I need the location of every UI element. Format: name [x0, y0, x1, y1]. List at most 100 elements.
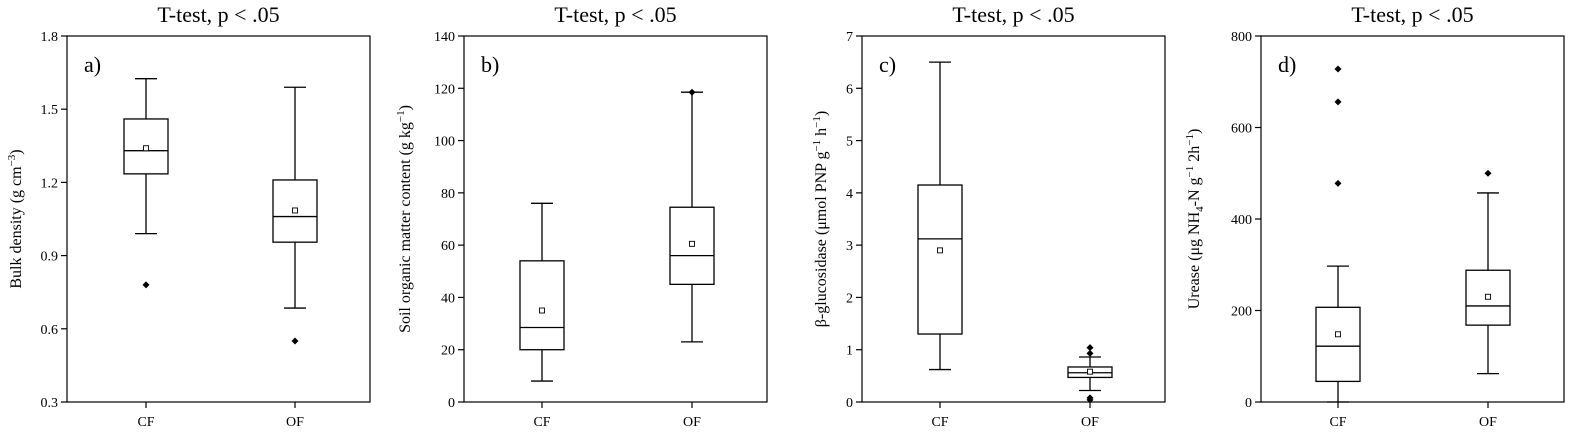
chart-title: T-test, p < .05: [157, 2, 279, 27]
mean-marker: [1087, 368, 1093, 375]
chart-panel-3: T-test, p < .05 c) 0 1 2 3 4 5 6 7 CF OF β-glucosida…: [811, 2, 1166, 430]
y-label-text: ): [397, 105, 414, 110]
y-tick-label: 100: [434, 135, 455, 150]
y-axis-label: Soil organic matter content (g kg−1): [395, 105, 414, 333]
x-tick-label-cf: CF: [1329, 415, 1346, 430]
y-label-subscript: 4: [1194, 206, 1206, 212]
chart-title: T-test, p < .05: [952, 2, 1074, 27]
y-label-superscript: −1: [1184, 134, 1196, 146]
y-tick-label: 0.3: [41, 396, 59, 411]
x-tick-label-of: OF: [1479, 415, 1497, 430]
y-tick-label: 140: [434, 30, 455, 45]
mean-marker: [1335, 331, 1341, 338]
plot-frame: [1260, 35, 1565, 403]
y-label-text: h: [813, 128, 830, 140]
chart-panel-1: T-test, p < .05 a) 0.3 0.6 0.9 1.2 1.5 1.8 CF OF B…: [6, 2, 371, 430]
y-label-text: Bulk density (g cm: [8, 166, 25, 289]
y-tick-label: 2: [846, 291, 853, 306]
chart-title: T-test, p < .05: [554, 2, 676, 27]
y-tick-label: 200: [1231, 305, 1252, 320]
y-tick-label: 600: [1231, 122, 1252, 137]
outlier-point: [1086, 344, 1094, 352]
y-label-text: ): [813, 111, 830, 116]
y-label-text: ): [1186, 129, 1203, 134]
mean-marker: [539, 307, 545, 314]
outlier-point: [1334, 179, 1342, 187]
panel-label: b): [481, 52, 499, 77]
mean-marker: [1485, 293, 1491, 300]
y-tick-label: 400: [1231, 213, 1252, 228]
y-tick-label: 40: [441, 291, 455, 306]
x-tick-label-of: OF: [1081, 415, 1099, 430]
box-of: [272, 86, 318, 345]
y-label-superscript: −3: [6, 154, 18, 166]
outlier-point: [688, 88, 696, 96]
mean-marker: [689, 240, 695, 247]
panel-label: a): [84, 52, 101, 77]
y-axis-label: Bulk density (g cm−3): [6, 149, 25, 288]
x-tick-label-of: OF: [286, 415, 304, 430]
y-tick-label: 80: [441, 187, 455, 202]
box-cf: [519, 202, 565, 382]
mean-marker: [143, 145, 149, 152]
box-cf: [123, 78, 169, 289]
y-label-text: Soil organic matter content (g kg: [397, 122, 414, 333]
iqr-box: [669, 206, 715, 286]
mean-marker: [292, 207, 298, 214]
y-tick-label: 1.8: [41, 30, 59, 45]
y-tick-label: 60: [441, 239, 455, 254]
y-tick-label: 1: [846, 344, 853, 359]
y-label-superscript: −1: [1184, 166, 1196, 178]
y-tick-label: 0.9: [41, 250, 59, 265]
iqr-box: [519, 260, 565, 351]
mean-marker: [937, 247, 943, 254]
y-label-text: Urease (μg NH: [1186, 211, 1203, 309]
plot-frame: [463, 35, 768, 403]
iqr-box: [1315, 306, 1361, 383]
outlier-point: [1334, 65, 1342, 73]
y-tick-label: 6: [846, 82, 853, 97]
box-cf: [1315, 65, 1361, 403]
plot-frame: [861, 35, 1166, 403]
x-tick-label-of: OF: [683, 415, 701, 430]
iqr-box: [917, 184, 963, 335]
box-of: [1465, 169, 1511, 375]
y-tick-label: 7: [846, 30, 853, 45]
x-tick-label-cf: CF: [931, 415, 948, 430]
y-axis-label: Urease (μg NH4-N g−1 2h−1): [1184, 129, 1206, 310]
y-tick-label: 1.5: [41, 103, 59, 118]
outlier-point: [1086, 349, 1094, 357]
y-axis-label: β-glucosidase (μmol PNP g−1 h−1): [811, 111, 830, 327]
y-tick-label: 120: [434, 82, 455, 97]
y-tick-label: 0: [846, 396, 853, 411]
y-tick-label: 3: [846, 239, 853, 254]
chart-title: T-test, p < .05: [1351, 2, 1473, 27]
y-label-superscript: −1: [811, 116, 823, 128]
y-label-superscript: −1: [811, 140, 823, 152]
x-tick-label-cf: CF: [533, 415, 550, 430]
x-tick-label-cf: CF: [137, 415, 154, 430]
y-label-text: β-glucosidase (μmol PNP g: [813, 152, 830, 328]
box-of: [669, 88, 715, 343]
y-tick-label: 4: [846, 187, 853, 202]
outlier-point: [1086, 396, 1094, 404]
outlier-point: [1484, 169, 1492, 177]
y-label-text: -N g: [1186, 177, 1203, 206]
iqr-box: [1465, 269, 1511, 326]
y-tick-label: 20: [441, 344, 455, 359]
y-tick-label: 0.6: [41, 323, 59, 338]
chart-panel-4: T-test, p < .05 d) 0 200 400 600 800 CF OF Urease…: [1184, 2, 1565, 430]
y-label-superscript: −1: [395, 110, 407, 122]
y-tick-label: 5: [846, 135, 853, 150]
outlier-point: [142, 281, 150, 289]
panel-label: c): [879, 52, 896, 77]
iqr-box: [272, 179, 318, 243]
y-tick-label: 1.2: [41, 176, 59, 191]
y-tick-label: 800: [1231, 30, 1252, 45]
outlier-point: [291, 337, 299, 345]
plot-frame: [66, 35, 371, 403]
y-label-text: 2h: [1186, 146, 1203, 166]
box-cf: [917, 61, 963, 371]
panel-label: d): [1278, 52, 1296, 77]
